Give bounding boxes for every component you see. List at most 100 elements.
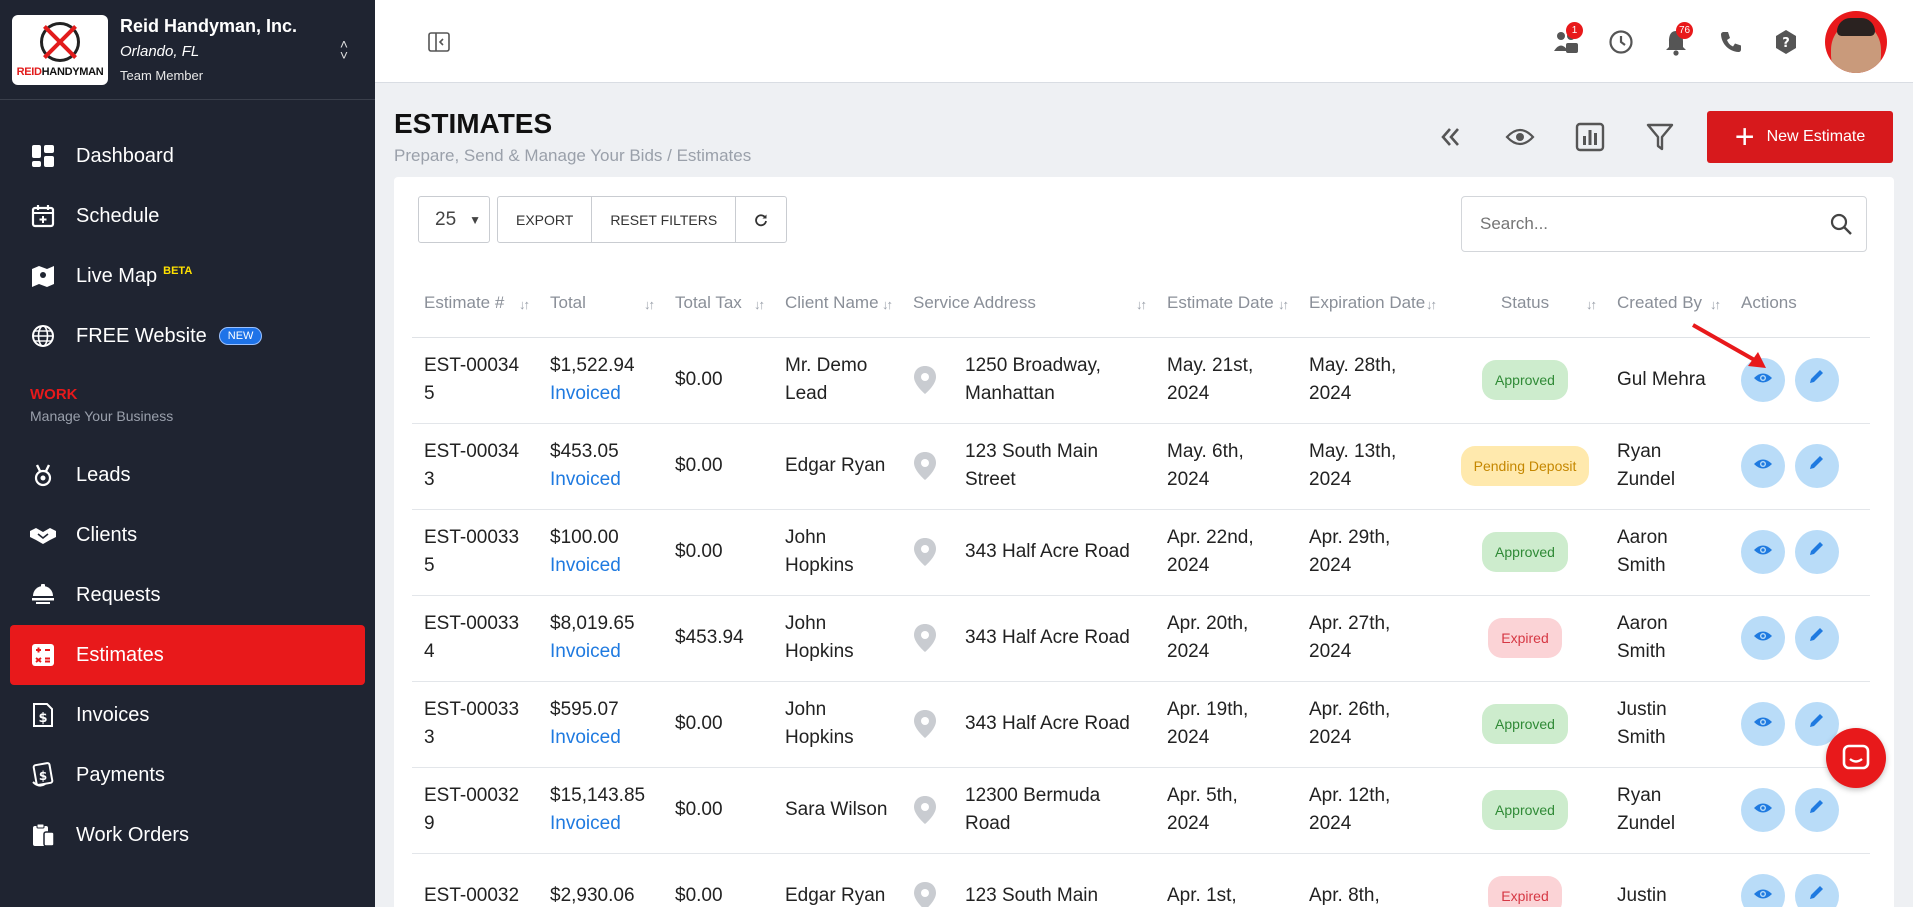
annotation-arrow-icon xyxy=(1692,323,1766,368)
column-header[interactable]: Created By ↓↑ xyxy=(1605,269,1729,338)
column-header[interactable]: Client Name ↓↑ xyxy=(773,269,901,338)
pencil-icon xyxy=(1808,452,1826,480)
work-section-header: WORK Manage Your Business xyxy=(30,386,173,424)
view-estimate-button[interactable] xyxy=(1741,616,1785,660)
collapse-double-chevron-icon[interactable] xyxy=(1415,112,1485,162)
export-button[interactable]: EXPORT xyxy=(498,197,593,242)
estimate-number[interactable]: EST-000334 xyxy=(412,595,538,682)
estimate-number[interactable]: EST-000333 xyxy=(412,681,538,768)
sidebar-item-work-orders[interactable]: Work Orders xyxy=(10,805,365,865)
column-header[interactable]: Total Tax ↓↑ xyxy=(663,269,773,338)
eye-icon xyxy=(1753,366,1773,394)
sidebar-item-payments[interactable]: $ Payments xyxy=(10,745,365,805)
clock-icon[interactable] xyxy=(1593,22,1648,62)
client-name[interactable]: John Hopkins xyxy=(773,509,901,596)
view-estimate-button[interactable] xyxy=(1741,530,1785,574)
column-header[interactable]: Estimate # ↓↑ xyxy=(412,269,538,338)
map-pin-icon[interactable] xyxy=(913,537,937,567)
column-header[interactable]: Service Address ↓↑ xyxy=(901,269,1155,338)
view-estimate-button[interactable] xyxy=(1741,702,1785,746)
view-estimate-button[interactable] xyxy=(1741,788,1785,832)
refresh-button[interactable] xyxy=(736,197,786,242)
estimate-number[interactable]: EST-000335 xyxy=(412,509,538,596)
sidebar-collapse-icon[interactable] xyxy=(427,30,451,54)
sidebar-item-requests[interactable]: Requests xyxy=(10,565,365,625)
table-row[interactable]: EST-000335 $100.00 Invoiced $0.00 John Hopki… xyxy=(412,509,1870,596)
table-row[interactable]: EST-000334 $8,019.65 Invoiced $453.94 John H… xyxy=(412,595,1870,682)
sidebar-item-schedule[interactable]: Schedule xyxy=(10,186,365,246)
phone-icon[interactable] xyxy=(1703,22,1758,62)
table-row[interactable]: EST-000333 $595.07 Invoiced $0.00 John Hopki… xyxy=(412,681,1870,768)
created-by: Ryan Zundel xyxy=(1605,423,1729,510)
chart-icon[interactable] xyxy=(1555,112,1625,162)
client-name[interactable]: Mr. Demo Lead xyxy=(773,337,901,424)
company-switcher[interactable]: REIDHANDYMAN Reid Handyman, Inc. Orlando… xyxy=(0,0,375,100)
chevron-up-down-icon[interactable]: ˄ ˅ xyxy=(339,35,349,63)
sidebar-item-clients[interactable]: Clients xyxy=(10,505,365,565)
edit-estimate-button[interactable] xyxy=(1795,444,1839,488)
handshake-icon xyxy=(28,520,58,550)
edit-estimate-button[interactable] xyxy=(1795,358,1839,402)
new-estimate-button[interactable]: + New Estimate xyxy=(1707,111,1893,163)
help-icon[interactable]: ? xyxy=(1758,22,1813,62)
table-row[interactable]: EST-00032 $2,930.06 $0.00 Edgar Ryan 123 Sou… xyxy=(412,853,1870,907)
edit-estimate-button[interactable] xyxy=(1795,616,1839,660)
search-input[interactable] xyxy=(1480,214,1816,234)
team-icon[interactable]: 1 xyxy=(1538,21,1593,62)
invoiced-link[interactable]: Invoiced xyxy=(550,469,621,490)
sidebar-item-dashboard[interactable]: Dashboard xyxy=(10,126,365,186)
edit-estimate-button[interactable] xyxy=(1795,530,1839,574)
view-estimate-button[interactable] xyxy=(1741,874,1785,907)
invoiced-link[interactable]: Invoiced xyxy=(550,383,621,404)
column-header[interactable]: Total ↓↑ xyxy=(538,269,663,338)
map-pin-icon[interactable] xyxy=(913,709,937,739)
invoiced-link[interactable]: Invoiced xyxy=(550,813,621,834)
client-name[interactable]: Edgar Ryan xyxy=(773,423,901,510)
bell-icon[interactable]: 76 xyxy=(1648,21,1703,62)
page-size-select[interactable]: 25 ▼ xyxy=(418,196,490,243)
created-by: Justin Smith xyxy=(1605,681,1729,768)
map-pin-icon[interactable] xyxy=(913,795,937,825)
svg-text:?: ? xyxy=(1782,36,1790,51)
search-icon[interactable] xyxy=(1816,212,1866,236)
filter-icon[interactable] xyxy=(1625,112,1695,162)
sidebar-item-free-website[interactable]: FREE Website NEW xyxy=(10,306,365,366)
view-estimate-button[interactable] xyxy=(1741,444,1785,488)
sidebar-item-label: Dashboard xyxy=(76,144,174,167)
client-name[interactable]: Edgar Ryan xyxy=(773,853,901,907)
column-header[interactable]: Expiration Date ↓↑ xyxy=(1297,269,1445,338)
column-header[interactable]: Estimate Date ↓↑ xyxy=(1155,269,1297,338)
status-cell: Expired xyxy=(1445,595,1605,682)
column-header[interactable]: Status ↓↑ xyxy=(1445,269,1605,338)
eye-icon[interactable] xyxy=(1485,112,1555,162)
sidebar-item-invoices[interactable]: $ Invoices xyxy=(10,685,365,745)
table-row[interactable]: EST-000329 $15,143.85 Invoiced $0.00 Sara Wi… xyxy=(412,767,1870,854)
edit-estimate-button[interactable] xyxy=(1795,788,1839,832)
client-name[interactable]: John Hopkins xyxy=(773,681,901,768)
client-name[interactable]: Sara Wilson xyxy=(773,767,901,854)
sidebar-item-leads[interactable]: Leads xyxy=(10,445,365,505)
svg-text:$: $ xyxy=(39,769,47,783)
estimate-number[interactable]: EST-000343 xyxy=(412,423,538,510)
sidebar-item-live-map[interactable]: Live Map BETA xyxy=(10,246,365,306)
invoiced-link[interactable]: Invoiced xyxy=(550,641,621,662)
map-pin-icon[interactable] xyxy=(913,451,937,481)
edit-estimate-button[interactable] xyxy=(1795,874,1839,907)
team-badge: 1 xyxy=(1566,21,1583,39)
table-row[interactable]: EST-000345 $1,522.94 Invoiced $0.00 Mr. Demo… xyxy=(412,337,1870,424)
sidebar-item-estimates[interactable]: Estimates xyxy=(10,625,365,685)
map-pin-icon[interactable] xyxy=(913,881,937,907)
estimate-number[interactable]: EST-000329 xyxy=(412,767,538,854)
estimate-number[interactable]: EST-000345 xyxy=(412,337,538,424)
table-row[interactable]: EST-000343 $453.05 Invoiced $0.00 Edgar Ryan… xyxy=(412,423,1870,510)
map-pin-icon[interactable] xyxy=(913,365,937,395)
map-pin-icon[interactable] xyxy=(913,623,937,653)
reset-filters-button[interactable]: RESET FILTERS xyxy=(592,197,737,242)
chat-launcher-button[interactable] xyxy=(1826,728,1886,788)
expiration-date: May. 28th, 2024 xyxy=(1297,337,1445,424)
invoiced-link[interactable]: Invoiced xyxy=(550,727,621,748)
user-avatar[interactable] xyxy=(1825,10,1887,73)
client-name[interactable]: John Hopkins xyxy=(773,595,901,682)
estimate-number[interactable]: EST-00032 xyxy=(412,853,538,907)
invoiced-link[interactable]: Invoiced xyxy=(550,555,621,576)
